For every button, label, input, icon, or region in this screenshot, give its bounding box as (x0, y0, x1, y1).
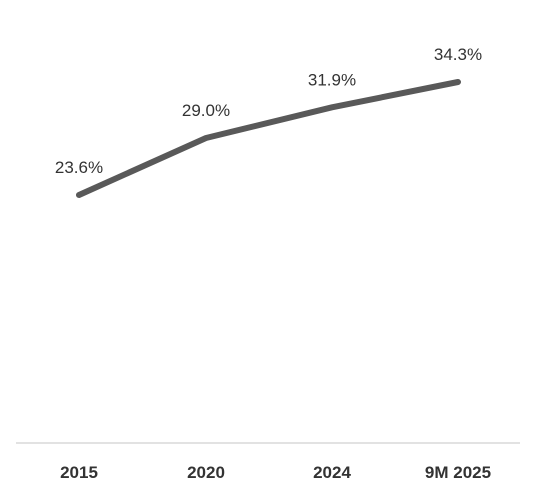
x-tick-0: 2015 (60, 463, 98, 482)
data-label-1: 29.0% (182, 101, 230, 120)
data-label-3: 34.3% (434, 45, 482, 64)
x-tick-labels: 2015 2020 2024 9M 2025 (60, 463, 491, 482)
data-label-0: 23.6% (55, 158, 103, 177)
x-tick-1: 2020 (187, 463, 225, 482)
x-tick-2: 2024 (313, 463, 351, 482)
x-tick-3: 9M 2025 (425, 463, 491, 482)
series-line (76, 79, 461, 198)
data-label-2: 31.9% (308, 70, 356, 89)
data-labels: 23.6% 29.0% 31.9% 34.3% (55, 45, 482, 177)
